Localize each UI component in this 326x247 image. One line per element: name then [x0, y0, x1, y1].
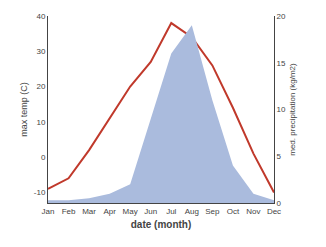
svg-text:Dec: Dec: [267, 207, 281, 216]
svg-text:med. precipitation (kg/m2): med. precipitation (kg/m2): [288, 63, 297, 156]
svg-text:10: 10: [36, 118, 45, 127]
svg-text:Mar: Mar: [82, 207, 96, 216]
svg-text:date (month): date (month): [131, 219, 192, 230]
svg-text:20: 20: [277, 12, 286, 21]
svg-text:Jun: Jun: [144, 207, 157, 216]
svg-text:0: 0: [277, 199, 282, 208]
svg-text:Feb: Feb: [62, 207, 76, 216]
svg-text:30: 30: [36, 47, 45, 56]
svg-text:Jan: Jan: [42, 207, 55, 216]
svg-text:10: 10: [277, 105, 286, 114]
svg-text:Apr: Apr: [103, 207, 116, 216]
svg-text:0: 0: [41, 153, 46, 162]
svg-text:Sep: Sep: [205, 207, 220, 216]
svg-text:May: May: [123, 207, 138, 216]
svg-text:20: 20: [36, 82, 45, 91]
svg-text:Jul: Jul: [166, 207, 176, 216]
svg-text:5: 5: [277, 152, 282, 161]
svg-text:Oct: Oct: [227, 207, 240, 216]
svg-text:max temp (C): max temp (C): [19, 82, 29, 137]
svg-text:Nov: Nov: [246, 207, 260, 216]
svg-text:15: 15: [277, 59, 286, 68]
svg-text:-10: -10: [34, 188, 46, 197]
svg-text:Aug: Aug: [185, 207, 199, 216]
svg-text:40: 40: [36, 12, 45, 21]
